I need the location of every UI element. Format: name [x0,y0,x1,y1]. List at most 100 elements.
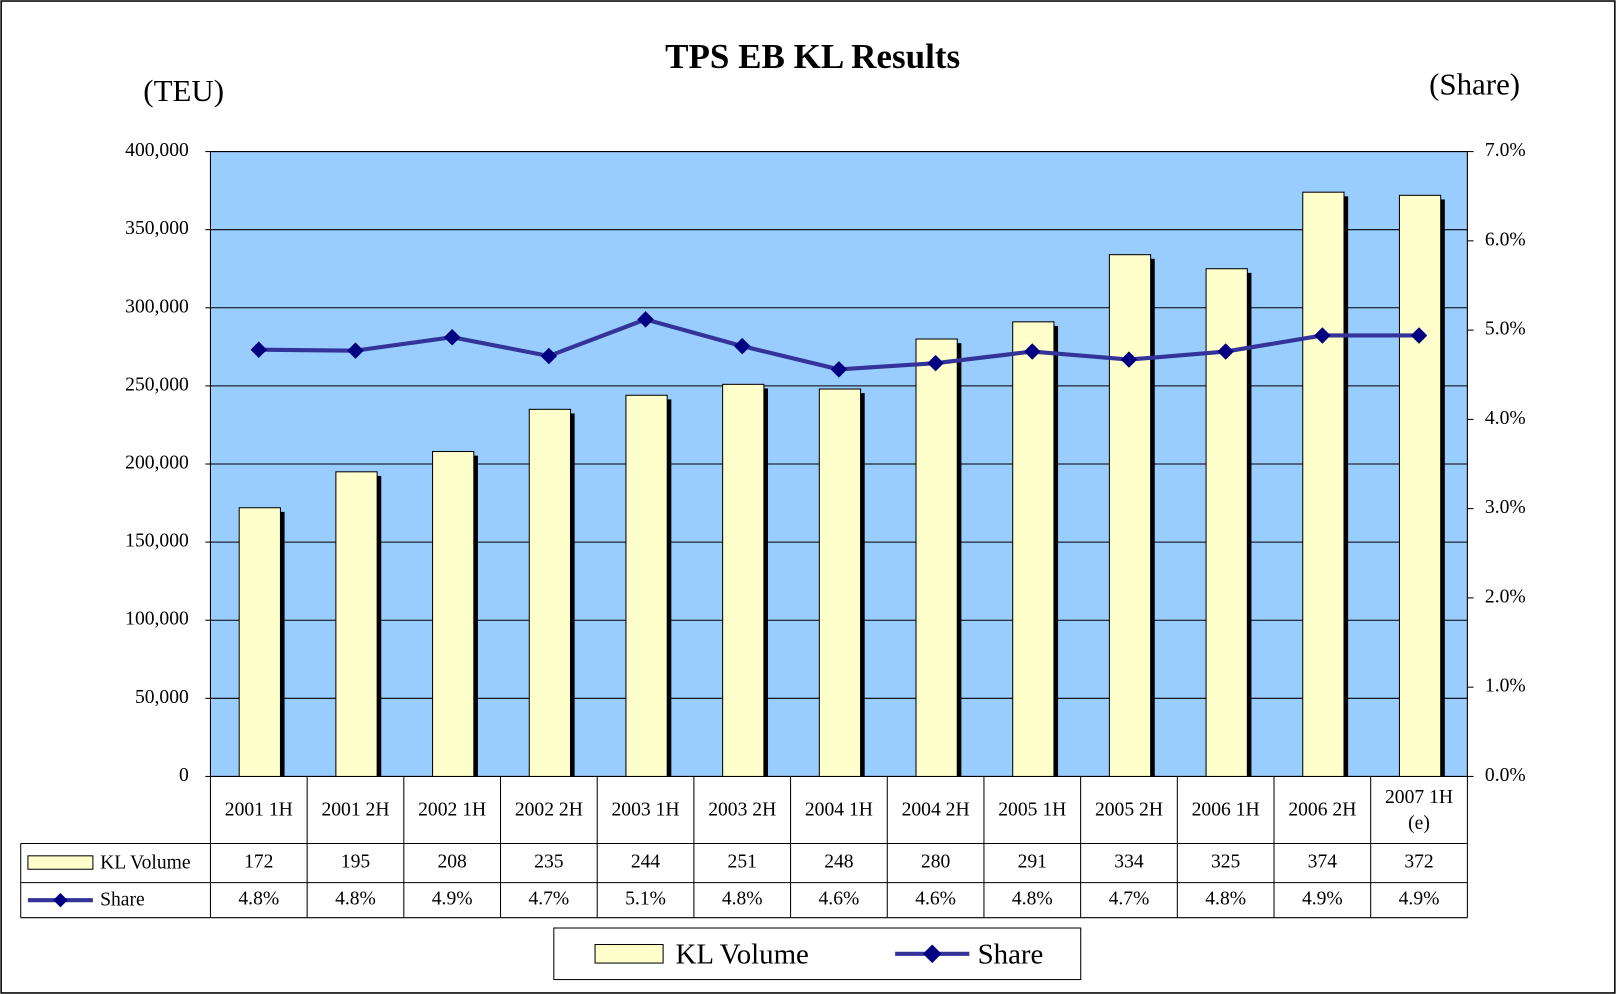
bar [1302,191,1345,777]
x-tick-label: 2004 1H [804,799,873,821]
data-label: 4.8% [335,889,376,910]
data-label: 4.8% [722,889,763,910]
data-label: 172 [244,852,273,873]
data-label: 5.1% [625,889,666,910]
y2-tick-label: 2.0% [1485,586,1526,607]
data-label: 235 [534,852,564,873]
x-tick-label-box: 2003 1H [611,799,680,821]
bar [1398,194,1442,777]
data-label: 4.8% [1205,889,1246,910]
y2-tick-label: 4.0% [1485,408,1526,429]
marker [830,361,848,378]
bar [625,394,668,777]
data-label: 208 [437,852,467,873]
legend-label: Share [978,939,1044,971]
x-tick-label-box: 2005 2H [1094,799,1163,821]
data-label: 4.6% [819,889,860,910]
legend-swatch [594,943,664,964]
y-tick-label: 200,000 [125,453,189,474]
marker [1217,343,1234,360]
marker [927,354,944,372]
bar [335,471,378,777]
y-tick-label: 150,000 [125,531,189,552]
x-tick-label-box: 2002 2H [514,799,583,821]
x-tick-label-box: 2001 1H [224,799,293,821]
x-tick-label: 2002 2H [514,799,583,821]
x-tick-label-box: 2001 2H [321,799,390,821]
data-label: 248 [824,852,854,873]
marker [250,341,268,358]
data-label: 4.8% [1012,889,1053,910]
x-tick-label-box: 2003 2H [708,799,777,821]
legend-label: KL Volume [675,939,808,971]
marker [1314,327,1331,344]
data-label: 244 [631,852,661,873]
x-tick-label: 2005 2H [1094,799,1163,821]
data-label: 195 [341,852,371,873]
data-label: 280 [921,852,951,873]
x-tick-label: 2006 2H [1288,799,1357,821]
data-label: 372 [1404,852,1433,873]
y-tick-label: 300,000 [125,296,189,317]
y2-tick-label: 1.0% [1485,676,1526,697]
x-tick-label: 2006 1H [1191,799,1260,821]
bar [528,408,572,777]
y2-axis-label: (Share) [1429,67,1520,102]
x-tick-label: 2005 1H [998,799,1067,821]
marker [443,328,461,346]
table-row-label: KL Volume [100,853,191,874]
chart-title: TPS EB KL Results [665,37,960,76]
x-tick-label-box: 2006 2H [1288,799,1357,821]
x-tick-label-box: 2006 1H [1191,799,1260,821]
x-tick-label: 2003 2H [708,799,777,821]
x-tick-label: 2001 2H [321,799,390,821]
data-label: 334 [1114,852,1144,873]
legend-swatch [27,855,94,870]
bar [1012,321,1055,777]
y-tick-label: 0 [179,765,189,786]
x-tick-label-box: 2004 2H [902,799,970,821]
data-label: 291 [1018,852,1047,873]
data-label: 325 [1211,852,1241,873]
y-tick-label: 350,000 [125,218,189,239]
marker [347,342,364,359]
bar [432,450,475,777]
x-tick-label: 2002 1H [418,799,487,821]
marker [1120,351,1138,368]
y2-tick-label: 6.0% [1485,229,1526,250]
data-label: 4.9% [1302,889,1343,910]
x-tick-label: 2001 1H [224,799,293,821]
data-label: 4.9% [1399,889,1440,910]
x-tick-label: 2007 1H (e) [1385,786,1454,834]
bar [238,507,281,777]
y2-tick-label: 7.0% [1485,140,1526,161]
y2-tick-label: 3.0% [1485,497,1526,518]
y-tick-label: 400,000 [125,140,189,161]
data-label: 374 [1308,852,1338,873]
data-label: 4.6% [915,889,956,910]
bar [818,388,862,777]
x-tick-label-box: 2004 1H [804,799,873,821]
bar [722,383,765,777]
y2-tick-label: 5.0% [1485,319,1526,340]
marker [1024,343,1041,360]
data-label: 4.9% [432,889,473,910]
y2-tick-label: 0.0% [1485,765,1526,786]
y-tick-label: 250,000 [125,374,189,395]
y-axis-label: (TEU) [143,73,224,108]
y-tick-label: 50,000 [135,687,189,708]
bar [1108,254,1152,777]
x-tick-label: 2003 1H [611,799,680,821]
x-tick-label-box: 2002 1H [418,799,487,821]
data-label: 251 [728,852,757,873]
data-label: 4.7% [528,889,569,910]
data-label: 4.8% [238,889,279,910]
data-label: 4.7% [1109,889,1150,910]
x-tick-label-box: 2007 1H (e) [1385,786,1454,834]
y-tick-label: 100,000 [125,609,189,630]
table-row-label: Share [100,890,145,911]
x-tick-label-box: 2005 1H [998,799,1067,821]
bar [915,338,958,777]
